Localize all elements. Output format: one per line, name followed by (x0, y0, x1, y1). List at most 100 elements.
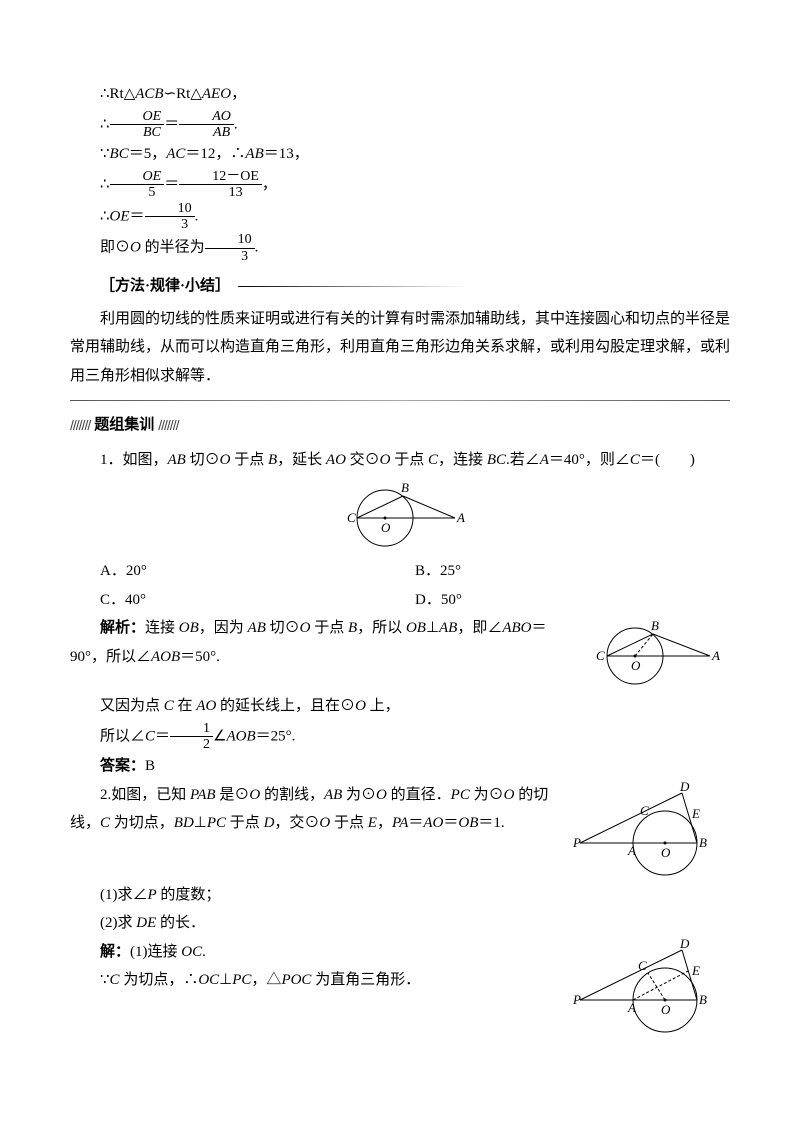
svg-text:E: E (691, 963, 700, 978)
var: O (130, 240, 141, 256)
text: ∵ (100, 146, 110, 162)
text: 的半径为 (141, 240, 205, 256)
numerator: 10 (205, 232, 255, 248)
page: ∴Rt△ACB∽Rt△AEO， ∴OEBC＝AOAB. ∵BC＝5，AC＝12，… (0, 0, 800, 1132)
var: AC (166, 146, 185, 162)
text: . (255, 240, 259, 256)
q2-figure: P A B O C D E (570, 781, 730, 881)
proof-line-2: ∴OEBC＝AOAB. (70, 109, 730, 141)
svg-text:B: B (401, 480, 409, 495)
proof-line-5: ∴OE＝103. (70, 201, 730, 233)
text: 即⊙ (100, 240, 130, 256)
svg-text:P: P (572, 835, 581, 850)
var: ACB (135, 86, 163, 102)
gradient-line (238, 286, 468, 287)
method-body: 利用圆的切线的性质来证明或进行有关的计算有时需添加辅助线，其中连接圆心和切点的半… (70, 305, 730, 391)
fraction: OEBC (110, 109, 165, 141)
text: ， (262, 176, 277, 192)
text: ＝5， (129, 146, 167, 162)
proof-line-1: ∴Rt△ACB∽Rt△AEO， (70, 80, 730, 109)
svg-text:P: P (572, 992, 581, 1007)
svg-text:A: A (627, 843, 636, 858)
text: . (195, 208, 199, 224)
svg-text:O: O (661, 845, 671, 860)
slash-right: /////// (158, 412, 178, 439)
denominator: 2 (170, 737, 213, 752)
svg-text:C: C (596, 648, 605, 663)
svg-text:A: A (456, 510, 465, 525)
text: ∴Rt△ (100, 86, 135, 102)
numerator: AO (179, 109, 234, 125)
numerator: OE (110, 109, 165, 125)
denominator: 5 (110, 185, 165, 200)
svg-text:B: B (699, 835, 707, 850)
fraction: AOAB (179, 109, 234, 141)
svg-text:O: O (381, 520, 391, 535)
q1-solution-3: 所以∠C＝12∠AOB＝25°. (70, 721, 730, 753)
text: ＝ (164, 116, 179, 132)
q1-answer: 答案：B (70, 752, 730, 781)
q2-part1: (1)求∠P 的度数； (70, 881, 730, 910)
q1-sol-figure: B C A O (580, 614, 730, 692)
svg-text:D: D (679, 938, 690, 951)
option-d: D．50° (415, 586, 730, 615)
numerator: 12－OE (179, 169, 262, 185)
text: ∴ (100, 116, 110, 132)
svg-text:A: A (711, 648, 720, 663)
numerator: 10 (145, 201, 195, 217)
text: ， (231, 86, 246, 102)
method-header-row: ［方法·规律·小结］ (70, 272, 730, 301)
proof-line-6: 即⊙O 的半径为103. (70, 232, 730, 264)
q2-sol-figure: P A B O C D E (570, 938, 730, 1038)
svg-text:B: B (699, 992, 707, 1007)
slash-left: /////// (70, 412, 90, 439)
text: ＝ (130, 208, 145, 224)
option-a: A．20° (100, 557, 415, 586)
q1-stem: 1．如图，AB 切⊙O 于点 B，延长 AO 交⊙O 于点 C，连接 BC.若∠… (70, 446, 730, 475)
q1-figure: B C A O (325, 478, 475, 553)
proof-line-4: ∴OE5＝12－OE13， (70, 169, 730, 201)
svg-text:O: O (631, 658, 641, 673)
denominator: 13 (179, 185, 262, 200)
numerator: OE (110, 169, 165, 185)
svg-text:C: C (347, 510, 356, 525)
svg-text:O: O (661, 1002, 671, 1017)
denominator: AB (179, 125, 234, 140)
var: OE (110, 208, 130, 224)
var: AEO (202, 86, 231, 102)
text: ＝13， (264, 146, 309, 162)
denominator: BC (110, 125, 165, 140)
section-title: 题组集训 (94, 411, 154, 440)
numerator: 1 (170, 721, 213, 737)
divider (70, 400, 730, 401)
denominator: 3 (205, 249, 255, 264)
fraction: 103 (205, 232, 255, 264)
fraction: OE5 (110, 169, 165, 201)
text: ＝ (164, 176, 179, 192)
var: AB (245, 146, 263, 162)
method-header: ［方法·规律·小结］ (100, 272, 230, 301)
fraction: 12－OE13 (179, 169, 262, 201)
option-c: C．40° (100, 586, 415, 615)
q1-solution-2: 又因为点 C 在 AO 的延长线上，且在⊙O 上， (70, 692, 730, 721)
text: ∽Rt△ (164, 86, 202, 102)
option-b: B．25° (415, 557, 730, 586)
var: BC (110, 146, 129, 162)
text: ＝12，∴ (185, 146, 245, 162)
text: . (234, 116, 238, 132)
svg-text:D: D (679, 781, 690, 794)
q2-part2: (2)求 DE 的长． (70, 909, 730, 938)
svg-text:B: B (651, 618, 659, 633)
svg-text:C: C (638, 958, 647, 973)
svg-text:A: A (627, 1000, 636, 1015)
fraction: 103 (145, 201, 195, 233)
denominator: 3 (145, 217, 195, 232)
svg-text:E: E (691, 806, 700, 821)
q1-options: A．20° B．25° C．40° D．50° (100, 557, 730, 614)
fraction: 12 (170, 721, 213, 753)
svg-text:C: C (640, 803, 649, 818)
proof-line-3: ∵BC＝5，AC＝12，∴AB＝13， (70, 140, 730, 169)
section-header: /////// 题组集训 /////// (70, 411, 730, 440)
text: ∴ (100, 208, 110, 224)
text: ∴ (100, 176, 110, 192)
